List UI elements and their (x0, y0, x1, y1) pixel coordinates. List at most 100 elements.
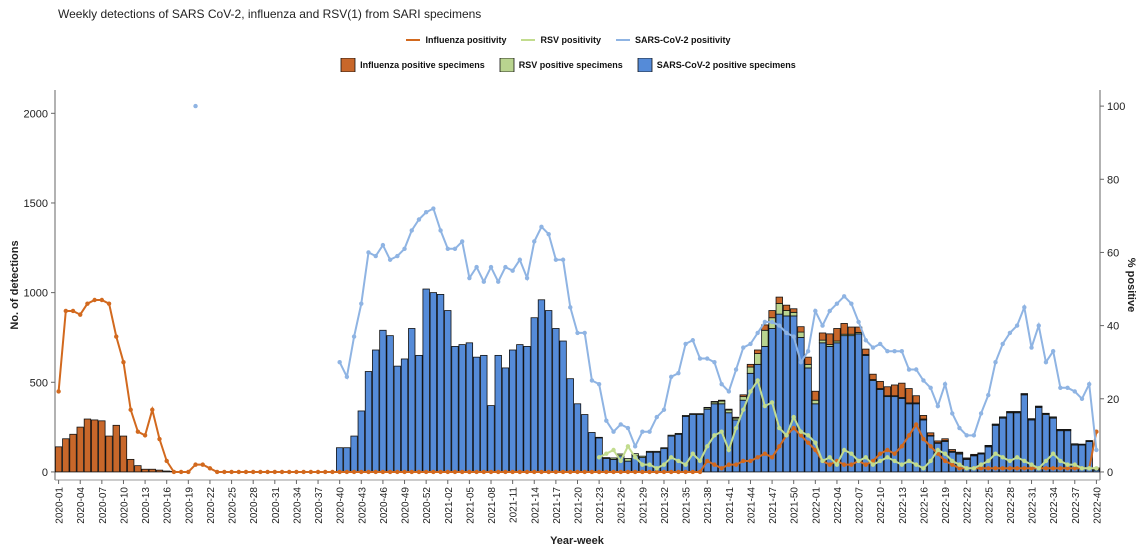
x-tick-label: 2020-19 (184, 487, 195, 524)
line-point (978, 411, 984, 416)
line-point (114, 334, 119, 339)
line-point (222, 469, 227, 475)
line-point (438, 228, 443, 233)
x-tick-label: 2022-16 (919, 487, 930, 524)
y2-tick-label: 0 (1107, 467, 1113, 479)
line-point (820, 458, 825, 464)
line-point (1014, 466, 1020, 471)
x-tick-label: 2022-31 (1028, 487, 1039, 524)
line-point (647, 462, 652, 467)
line-point (546, 231, 551, 237)
line-point (524, 469, 530, 475)
line-point (921, 466, 926, 471)
line-point (474, 264, 479, 270)
y2-tick-label: 80 (1107, 174, 1119, 186)
legend-swatch (616, 39, 630, 41)
bar (775, 296, 783, 304)
line-point (423, 469, 429, 475)
line-point (1094, 447, 1099, 453)
line-point (1086, 466, 1092, 471)
y-tick-label: 1000 (24, 288, 48, 300)
line-point (784, 433, 789, 438)
line-point (640, 429, 645, 434)
line-point (366, 250, 371, 255)
bar (818, 342, 827, 473)
line-point (798, 429, 804, 434)
line-point (697, 469, 703, 475)
line-point (719, 429, 724, 434)
line-point (142, 433, 148, 438)
line-point (243, 469, 249, 475)
line-point (856, 458, 861, 464)
line-point (1007, 466, 1013, 471)
line-point (596, 381, 602, 387)
line-point (575, 469, 580, 475)
line-point (308, 469, 314, 475)
line-point (892, 451, 897, 456)
line-point (769, 319, 775, 325)
bar (790, 308, 798, 313)
line-point (697, 458, 703, 464)
line-point (344, 374, 350, 380)
line-point (171, 469, 177, 475)
bar (638, 455, 647, 458)
line-point (928, 458, 933, 464)
line-point (892, 458, 897, 464)
line-point (906, 367, 912, 372)
bar (343, 447, 351, 473)
line-point (805, 349, 811, 354)
bar (804, 356, 812, 365)
bar (516, 344, 524, 473)
line-point (481, 279, 487, 284)
line-point (423, 209, 429, 215)
bar (62, 438, 70, 473)
bar (818, 339, 827, 344)
bar (717, 399, 726, 402)
line-point (705, 444, 710, 449)
bar (451, 346, 459, 473)
line-point (741, 407, 746, 412)
bar (336, 447, 344, 473)
line-point (805, 433, 811, 438)
bar (653, 450, 661, 453)
x-tick-label: 2022-40 (1092, 487, 1103, 524)
line-point (373, 469, 378, 475)
line-point (668, 374, 674, 380)
line-point (1065, 462, 1070, 467)
bar (746, 363, 755, 368)
bar (854, 333, 863, 473)
line-point (957, 466, 962, 471)
x-tick-label: 2022-13 (898, 487, 909, 524)
bar (1013, 412, 1021, 473)
bar (667, 435, 675, 473)
bar (393, 365, 401, 473)
line-point (834, 301, 840, 306)
line-point (279, 469, 285, 475)
bar (883, 386, 892, 397)
line-point (207, 466, 213, 471)
line-point (690, 451, 696, 456)
bar (717, 400, 726, 405)
x-tick-label: 2022-19 (941, 487, 952, 524)
bar (919, 419, 928, 473)
line-point (503, 469, 508, 475)
line-point (899, 444, 905, 449)
bar (595, 437, 603, 473)
line-point (445, 246, 450, 251)
x-tick-label: 2022-01 (811, 487, 822, 524)
line-point (459, 469, 465, 475)
bar (141, 468, 149, 473)
line-point (503, 264, 508, 270)
bar (862, 348, 870, 355)
x-tick-label: 2020-07 (98, 487, 109, 524)
line-point (827, 455, 832, 460)
line-point (560, 257, 566, 262)
line-point (1058, 385, 1063, 391)
line-point (741, 345, 746, 350)
line-point (683, 469, 688, 475)
line-point (1036, 323, 1041, 328)
x-tick-label: 2021-50 (790, 487, 801, 524)
line-point (229, 469, 234, 475)
line-point (683, 462, 688, 467)
bar (415, 354, 423, 473)
